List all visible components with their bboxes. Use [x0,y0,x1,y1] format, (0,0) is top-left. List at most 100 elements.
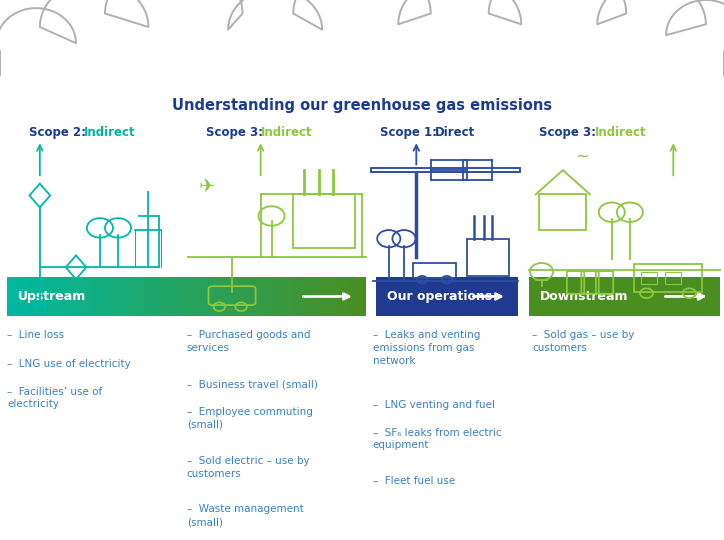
FancyBboxPatch shape [248,277,250,316]
FancyBboxPatch shape [90,277,92,316]
FancyBboxPatch shape [217,277,219,316]
FancyBboxPatch shape [149,277,151,316]
FancyBboxPatch shape [256,277,259,316]
FancyBboxPatch shape [224,277,227,316]
FancyBboxPatch shape [111,277,114,316]
FancyBboxPatch shape [319,277,321,316]
FancyBboxPatch shape [159,277,162,316]
FancyBboxPatch shape [346,277,348,316]
FancyBboxPatch shape [267,277,269,316]
FancyBboxPatch shape [93,277,96,316]
Text: –  SF₆ leaks from electric
equipment: – SF₆ leaks from electric equipment [373,428,502,450]
Text: Scope 1:: Scope 1: [380,126,441,139]
FancyBboxPatch shape [289,277,291,316]
FancyBboxPatch shape [80,277,83,316]
FancyBboxPatch shape [292,277,295,316]
Text: –  Facilities’ use of
electricity: – Facilities’ use of electricity [7,387,103,409]
FancyBboxPatch shape [312,277,314,316]
FancyBboxPatch shape [199,277,201,316]
FancyBboxPatch shape [104,277,106,316]
FancyBboxPatch shape [227,277,230,316]
FancyBboxPatch shape [97,277,99,316]
FancyBboxPatch shape [9,277,12,316]
Text: –  Fleet fuel use: – Fleet fuel use [373,476,455,487]
FancyBboxPatch shape [41,277,43,316]
FancyBboxPatch shape [27,277,30,316]
FancyBboxPatch shape [185,277,187,316]
FancyBboxPatch shape [138,277,140,316]
FancyBboxPatch shape [98,277,101,316]
FancyBboxPatch shape [161,277,164,316]
FancyBboxPatch shape [158,277,160,316]
FancyBboxPatch shape [132,277,135,316]
FancyBboxPatch shape [190,277,193,316]
FancyBboxPatch shape [7,277,9,316]
Text: –  Waste management
(small): – Waste management (small) [187,504,303,527]
FancyBboxPatch shape [34,277,37,316]
FancyBboxPatch shape [324,277,327,316]
FancyBboxPatch shape [46,277,49,316]
FancyBboxPatch shape [142,277,144,316]
FancyBboxPatch shape [56,277,58,316]
FancyBboxPatch shape [11,277,13,316]
FancyBboxPatch shape [70,277,72,316]
FancyBboxPatch shape [211,277,214,316]
FancyBboxPatch shape [316,277,318,316]
Text: –  Purchased goods and
services: – Purchased goods and services [187,330,311,353]
FancyBboxPatch shape [237,277,239,316]
Text: Downstream: Downstream [539,290,628,303]
FancyBboxPatch shape [283,277,286,316]
FancyBboxPatch shape [313,277,316,316]
Text: –  Leaks and venting
emissions from gas
network: – Leaks and venting emissions from gas n… [373,330,480,366]
FancyBboxPatch shape [364,277,366,316]
FancyBboxPatch shape [529,277,720,316]
FancyBboxPatch shape [329,277,332,316]
FancyBboxPatch shape [245,277,248,316]
FancyBboxPatch shape [251,277,253,316]
FancyBboxPatch shape [308,277,311,316]
FancyBboxPatch shape [106,277,109,316]
Text: –  Employee commuting
(small): – Employee commuting (small) [187,407,313,430]
FancyBboxPatch shape [72,277,75,316]
FancyBboxPatch shape [12,277,15,316]
FancyBboxPatch shape [214,277,216,316]
FancyBboxPatch shape [230,277,232,316]
FancyBboxPatch shape [68,277,71,316]
FancyBboxPatch shape [74,277,76,316]
FancyBboxPatch shape [231,277,234,316]
FancyBboxPatch shape [222,277,224,316]
FancyBboxPatch shape [317,277,320,316]
FancyBboxPatch shape [181,277,184,316]
Text: Our operations: Our operations [387,290,492,303]
FancyBboxPatch shape [135,277,137,316]
FancyBboxPatch shape [282,277,284,316]
FancyBboxPatch shape [79,277,81,316]
FancyBboxPatch shape [23,277,26,316]
FancyBboxPatch shape [195,277,198,316]
FancyBboxPatch shape [29,277,31,316]
FancyBboxPatch shape [192,277,194,316]
FancyBboxPatch shape [285,277,287,316]
FancyBboxPatch shape [122,277,125,316]
FancyBboxPatch shape [274,277,277,316]
FancyBboxPatch shape [260,277,262,316]
FancyBboxPatch shape [197,277,200,316]
FancyBboxPatch shape [22,277,24,316]
FancyBboxPatch shape [271,277,273,316]
FancyBboxPatch shape [75,277,78,316]
FancyBboxPatch shape [255,277,257,316]
FancyBboxPatch shape [86,277,88,316]
FancyBboxPatch shape [350,277,352,316]
FancyBboxPatch shape [362,277,365,316]
Text: Upstream: Upstream [18,290,86,303]
FancyBboxPatch shape [321,277,324,316]
Text: ✈: ✈ [199,177,216,196]
FancyBboxPatch shape [332,277,334,316]
FancyBboxPatch shape [64,277,67,316]
FancyBboxPatch shape [361,277,363,316]
FancyBboxPatch shape [294,277,296,316]
FancyBboxPatch shape [140,277,143,316]
FancyBboxPatch shape [188,277,190,316]
FancyBboxPatch shape [127,277,130,316]
FancyBboxPatch shape [83,277,85,316]
